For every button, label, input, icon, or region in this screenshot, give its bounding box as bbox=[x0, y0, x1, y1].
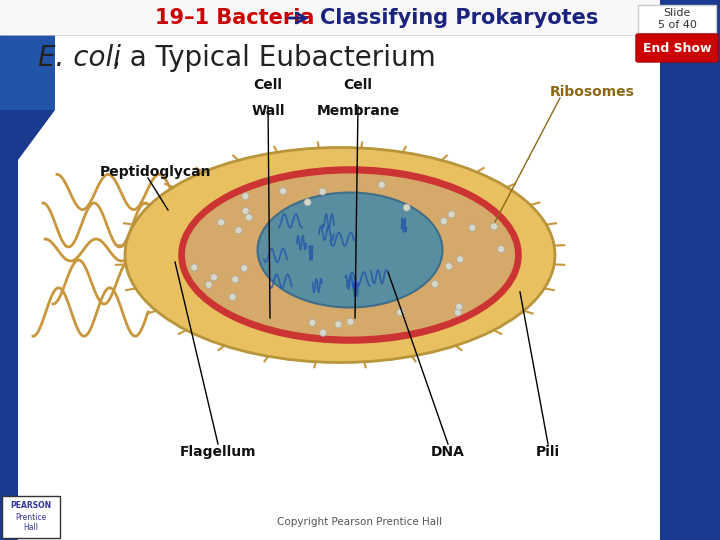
FancyBboxPatch shape bbox=[2, 496, 60, 538]
Ellipse shape bbox=[240, 265, 248, 272]
Text: Membrane: Membrane bbox=[316, 104, 400, 118]
Text: Copyright Pearson Prentice Hall: Copyright Pearson Prentice Hall bbox=[277, 517, 443, 527]
Text: Slide
5 of 40: Slide 5 of 40 bbox=[657, 8, 696, 30]
Ellipse shape bbox=[210, 274, 217, 281]
Text: Pili: Pili bbox=[536, 445, 560, 459]
Text: Ribosomes: Ribosomes bbox=[549, 85, 634, 99]
Text: , a Typical Eubacterium: , a Typical Eubacterium bbox=[112, 44, 436, 72]
Ellipse shape bbox=[440, 218, 447, 225]
Ellipse shape bbox=[431, 280, 438, 287]
Ellipse shape bbox=[498, 246, 505, 253]
Text: Classifying Prokaryotes: Classifying Prokaryotes bbox=[320, 8, 598, 28]
Ellipse shape bbox=[232, 276, 239, 283]
Ellipse shape bbox=[309, 319, 316, 326]
Text: Cell: Cell bbox=[253, 78, 282, 92]
Ellipse shape bbox=[446, 263, 452, 270]
Text: Wall: Wall bbox=[251, 104, 284, 118]
Text: 19–1 Bacteria: 19–1 Bacteria bbox=[155, 8, 315, 28]
Ellipse shape bbox=[456, 256, 464, 263]
Ellipse shape bbox=[347, 318, 354, 325]
Ellipse shape bbox=[304, 199, 311, 206]
Ellipse shape bbox=[454, 309, 462, 316]
Ellipse shape bbox=[246, 214, 253, 221]
Ellipse shape bbox=[448, 211, 455, 218]
Text: End Show: End Show bbox=[643, 42, 711, 55]
Ellipse shape bbox=[205, 281, 212, 288]
Ellipse shape bbox=[279, 187, 287, 194]
Ellipse shape bbox=[258, 192, 443, 307]
Ellipse shape bbox=[235, 227, 242, 234]
Ellipse shape bbox=[125, 147, 555, 362]
Ellipse shape bbox=[217, 219, 225, 226]
Polygon shape bbox=[0, 0, 55, 110]
Ellipse shape bbox=[320, 329, 327, 336]
Polygon shape bbox=[0, 0, 55, 540]
Ellipse shape bbox=[191, 264, 198, 271]
Polygon shape bbox=[660, 0, 720, 540]
Text: PEARSON: PEARSON bbox=[10, 502, 52, 510]
Ellipse shape bbox=[490, 223, 498, 230]
Text: DNA: DNA bbox=[431, 445, 465, 459]
Ellipse shape bbox=[335, 321, 342, 328]
Ellipse shape bbox=[242, 193, 249, 200]
Text: E. coli: E. coli bbox=[38, 44, 121, 72]
Text: Prentice: Prentice bbox=[15, 512, 47, 522]
FancyBboxPatch shape bbox=[0, 0, 720, 35]
Ellipse shape bbox=[319, 188, 326, 195]
Ellipse shape bbox=[378, 181, 385, 188]
Text: Flagellum: Flagellum bbox=[180, 445, 256, 459]
Ellipse shape bbox=[456, 303, 463, 310]
Ellipse shape bbox=[403, 204, 410, 211]
Ellipse shape bbox=[469, 224, 476, 231]
Ellipse shape bbox=[182, 171, 518, 339]
Text: Hall: Hall bbox=[24, 523, 38, 532]
Text: Peptidoglycan: Peptidoglycan bbox=[100, 165, 212, 179]
FancyBboxPatch shape bbox=[638, 5, 716, 33]
FancyBboxPatch shape bbox=[636, 34, 718, 62]
Ellipse shape bbox=[242, 207, 249, 214]
Ellipse shape bbox=[397, 309, 404, 316]
Text: Cell: Cell bbox=[343, 78, 372, 92]
Ellipse shape bbox=[229, 294, 236, 301]
